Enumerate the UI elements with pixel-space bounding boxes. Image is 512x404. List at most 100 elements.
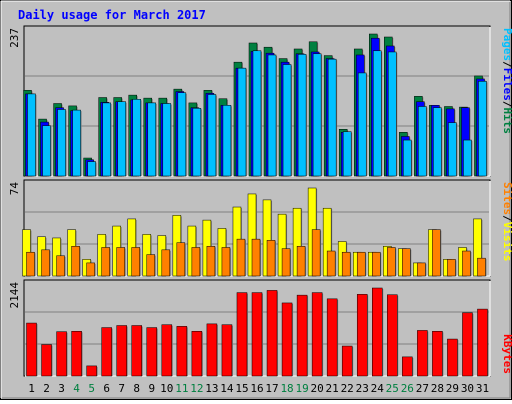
bar-pages-day-4	[72, 109, 81, 177]
x-tick-label-day-6: 6	[103, 382, 110, 395]
bar-kbytes-day-20	[311, 292, 323, 377]
bar-kbytes-day-17	[266, 290, 278, 377]
bar-sites-day-18	[281, 248, 291, 277]
x-tick-label-day-17: 17	[265, 382, 278, 395]
x-tick-label-day-25: 25	[386, 382, 399, 395]
bar-sites-day-12	[191, 247, 201, 277]
series-legend-label: KBytes	[501, 334, 512, 374]
legend-part-sites: Sites	[501, 182, 512, 215]
x-tick-label-day-20: 20	[311, 382, 324, 395]
x-tick-label-day-9: 9	[148, 382, 155, 395]
x-tick-label-day-3: 3	[58, 382, 65, 395]
bar-kbytes-day-1	[26, 322, 37, 377]
bar-pages-day-26	[403, 139, 412, 177]
x-axis-day-labels: 1 2 3 4 5 6 7 8 9 10 11 12 13 14 15 16 17 18 19 20 21 22 23 24 2…	[28, 382, 489, 395]
bar-kbytes-day-11	[176, 326, 188, 377]
legend-part-visits: Visits	[501, 222, 512, 262]
bar-sites-day-28	[432, 229, 441, 277]
bar-pages-day-13	[207, 94, 217, 177]
bar-pages-day-30	[463, 139, 472, 177]
bar-kbytes-day-14	[221, 324, 233, 377]
chart-panels: 237Pages/Files/Hits74Sites/Visits2144KBy…	[8, 25, 512, 377]
x-tick-label-day-30: 30	[461, 382, 474, 395]
bar-pages-day-18	[282, 64, 292, 177]
x-tick-label-day-22: 22	[341, 382, 354, 395]
bar-sites-day-25	[387, 247, 396, 277]
bar-pages-day-1	[27, 93, 36, 177]
bar-sites-day-1	[26, 251, 35, 277]
bar-kbytes-day-9	[146, 327, 158, 377]
bar-pages-day-24	[373, 50, 382, 177]
bar-sites-day-22	[341, 251, 351, 277]
x-tick-label-day-12: 12	[190, 382, 203, 395]
y-max-label: 74	[8, 182, 21, 196]
bar-sites-day-6	[101, 247, 110, 277]
bar-kbytes-day-8	[131, 325, 142, 377]
bar-kbytes-day-3	[56, 331, 67, 377]
bar-kbytes-day-21	[326, 298, 338, 377]
x-tick-label-day-27: 27	[416, 382, 429, 395]
x-tick-label-day-28: 28	[431, 382, 444, 395]
bar-sites-day-26	[402, 248, 411, 277]
panel-1: 237 Pages/Files/Hits	[8, 25, 512, 177]
bar-sites-day-11	[176, 242, 186, 277]
bar-kbytes-day-25	[387, 294, 398, 377]
bar-kbytes-day-19	[296, 294, 308, 377]
bar-sites-day-19	[296, 246, 306, 277]
series-legend-label: Pages/Files/Hits	[501, 28, 512, 134]
x-tick-label-day-16: 16	[250, 382, 263, 395]
x-tick-label-day-5: 5	[88, 382, 95, 395]
x-tick-label-day-8: 8	[133, 382, 140, 395]
bar-kbytes-day-5	[86, 365, 97, 377]
bar-pages-day-14	[222, 105, 232, 177]
x-tick-label-day-15: 15	[235, 382, 248, 395]
bar-pages-day-7	[117, 101, 126, 177]
bar-kbytes-day-15	[236, 292, 248, 377]
bar-kbytes-day-30	[462, 312, 473, 377]
bar-sites-day-31	[477, 257, 486, 277]
x-tick-label-day-10: 10	[160, 382, 173, 395]
x-tick-label-day-26: 26	[401, 382, 414, 395]
bar-pages-day-5	[87, 161, 96, 177]
legend-part-slash: /	[501, 61, 512, 68]
y-max-label: 237	[8, 28, 21, 48]
bar-pages-day-9	[147, 102, 157, 177]
bar-pages-day-19	[297, 54, 307, 177]
bar-pages-day-21	[327, 58, 337, 177]
x-tick-label-day-21: 21	[326, 382, 339, 395]
bar-pages-day-12	[192, 108, 202, 177]
bar-kbytes-day-28	[432, 331, 443, 377]
x-tick-label-day-7: 7	[118, 382, 125, 395]
bar-kbytes-day-7	[116, 325, 127, 377]
bar-pages-day-23	[357, 72, 367, 177]
bar-sites-day-23	[356, 251, 366, 277]
bar-sites-day-16	[251, 238, 261, 277]
legend-part-pages: Pages	[501, 28, 512, 61]
bar-pages-day-31	[478, 81, 487, 177]
bar-pages-day-16	[252, 50, 262, 177]
bar-kbytes-day-13	[206, 323, 218, 377]
bar-kbytes-day-10	[161, 324, 173, 377]
bar-pages-day-22	[342, 131, 352, 177]
x-tick-label-day-19: 19	[295, 382, 308, 395]
bar-pages-day-10	[162, 103, 172, 177]
legend-part-kbytes: KBytes	[501, 334, 512, 374]
legend-part-slash: /	[501, 215, 512, 222]
bar-sites-day-27	[417, 262, 426, 277]
bar-pages-day-11	[177, 92, 187, 177]
bar-pages-day-20	[312, 53, 322, 177]
bar-sites-day-8	[131, 247, 140, 277]
bar-kbytes-day-23	[356, 294, 368, 377]
bar-kbytes-day-26	[402, 356, 413, 377]
bar-sites-day-2	[41, 249, 50, 277]
bar-sites-day-9	[146, 254, 156, 277]
bar-sites-day-29	[447, 259, 456, 277]
y-max-label: 2144	[8, 282, 21, 309]
x-tick-label-day-1: 1	[28, 382, 35, 395]
bar-sites-day-30	[462, 250, 471, 277]
chart-title: Daily usage for March 2017	[18, 8, 206, 22]
panel-2: 74 Sites/Visits	[8, 179, 512, 277]
bar-kbytes-day-12	[191, 331, 203, 377]
